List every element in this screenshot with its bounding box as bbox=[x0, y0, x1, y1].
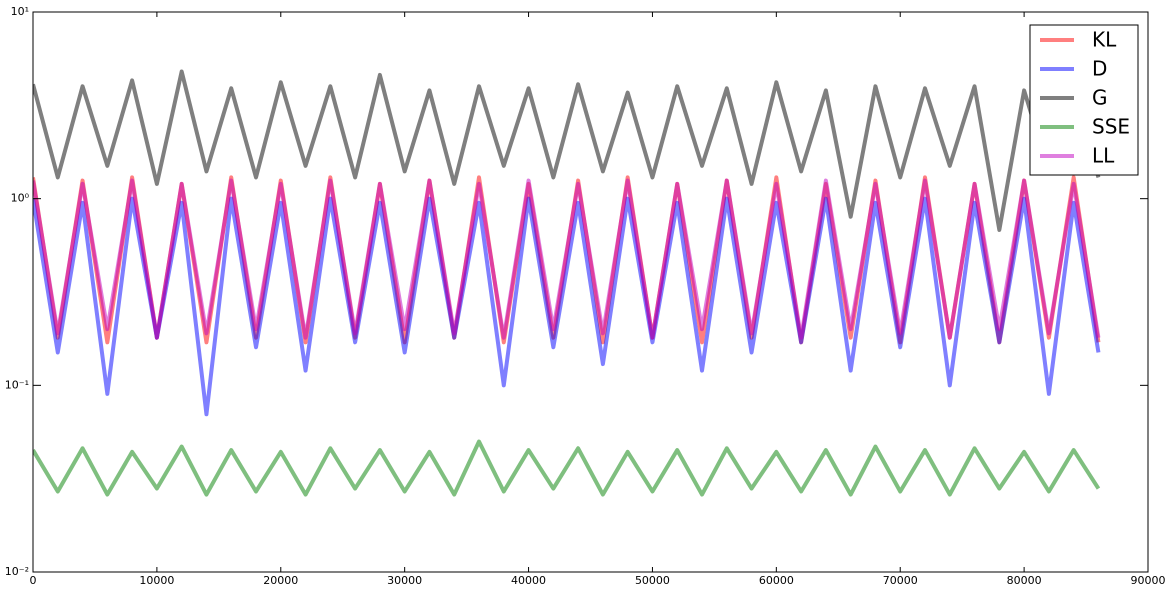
x-tick-label: 70000 bbox=[883, 574, 918, 587]
series-line bbox=[33, 178, 1101, 340]
series-line bbox=[33, 69, 1101, 232]
y-tick-label: 10⁻² bbox=[5, 565, 29, 578]
series-line bbox=[33, 439, 1101, 497]
plot-frame bbox=[32, 11, 1149, 573]
y-tick-label: 10⁻¹ bbox=[5, 378, 29, 391]
legend-label: D bbox=[1092, 57, 1107, 81]
legend-label: SSE bbox=[1092, 115, 1130, 139]
x-tick-label: 90000 bbox=[1131, 574, 1166, 587]
x-tick-label: 40000 bbox=[511, 574, 546, 587]
series-line bbox=[33, 196, 1101, 417]
x-tick-label: 50000 bbox=[635, 574, 670, 587]
x-tick-label: 60000 bbox=[759, 574, 794, 587]
legend-label: LL bbox=[1092, 144, 1115, 168]
legend-label: KL bbox=[1092, 28, 1117, 52]
x-tick-label: 30000 bbox=[387, 574, 422, 587]
x-tick-label: 20000 bbox=[263, 574, 298, 587]
y-tick-label: 10¹ bbox=[11, 5, 29, 18]
x-tick-label: 0 bbox=[30, 574, 37, 587]
x-tick-label: 10000 bbox=[139, 574, 174, 587]
legend-label: G bbox=[1092, 86, 1108, 110]
y-tick-label: 10⁰ bbox=[11, 192, 30, 205]
x-tick-label: 80000 bbox=[1007, 574, 1042, 587]
